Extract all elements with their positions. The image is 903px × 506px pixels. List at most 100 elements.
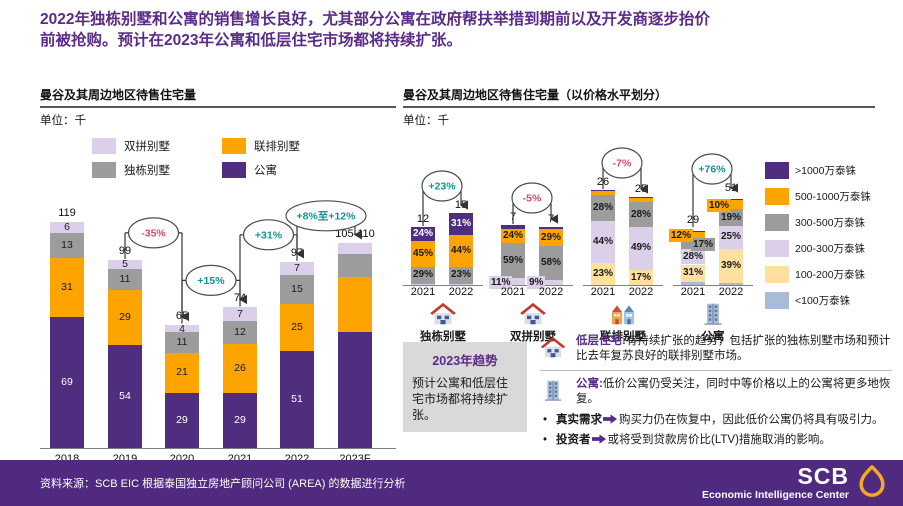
segment-p200_300: [449, 283, 473, 285]
bar-2023F: [338, 242, 372, 448]
segment-p300_500: 58%: [539, 246, 563, 280]
bar-联排别墅-2021: 23% 44% 28%: [591, 190, 615, 285]
x-tick-2022: 2022: [628, 286, 654, 298]
segment-p300_500: 28%: [629, 202, 653, 227]
legend-swatch-p300_500: [765, 214, 789, 231]
segment-value: 13: [61, 239, 73, 252]
segment-value: 21: [176, 366, 188, 379]
group-year-labels: 2021 2022: [493, 286, 573, 300]
bar-2021: 29 26 12 7: [223, 307, 257, 448]
total-双拼别墅-2022: 7: [547, 213, 555, 225]
group-name: 独栋别墅: [420, 331, 466, 343]
legend-swatch-townhouse: [222, 138, 246, 154]
insight-bullets: • 真实需求 购买力仍在恢复中，因此低价公寓仍将具有吸引力。 • 投资者 或将受到贷款房价…: [540, 413, 892, 449]
segment-value: 15: [291, 282, 303, 295]
bar-联排别墅-2022: 17% 49% 28%: [629, 197, 653, 285]
segment-p500_1000: [591, 190, 615, 195]
annotation-bubble: [511, 182, 553, 214]
segment-pct: 28%: [592, 202, 613, 214]
bullet-body: 或将受到贷款房价比(LTV)措施取消的影响。: [607, 433, 831, 446]
bullet-lead: 投资者: [556, 433, 591, 446]
segment-p500_1000: 45%: [411, 240, 435, 268]
house-icon-wrap: [429, 302, 457, 326]
segment-value: 29: [176, 413, 188, 426]
segment-value: 29: [234, 413, 246, 426]
scb-logo-text: SCB Economic Intelligence Center: [702, 465, 849, 501]
legend-label-p500_1000: 500-1000万泰铢: [795, 191, 871, 203]
segment-p300_500: 28%: [591, 194, 615, 222]
segment-pct-chip: 10%: [707, 198, 732, 212]
segment-condo-2023F: [338, 332, 372, 448]
legend-item-p300_500: 300-500万泰铢: [765, 214, 875, 231]
segment-p500_1000: 29%: [539, 229, 563, 247]
house-icon: [540, 336, 566, 358]
segment-p200_300: [411, 283, 435, 285]
segment-townhouse-2023F: [338, 277, 372, 333]
left-chart-title: 曼谷及其周边地区待售住宅量: [40, 86, 396, 108]
segment-value: 25: [291, 320, 303, 333]
insight-heading: 公寓:: [576, 377, 603, 390]
total-独栋别墅-2021: 12: [416, 213, 430, 225]
legend-label-p1000plus: >1000万泰铢: [795, 165, 856, 177]
segment-pct-chip: 9%: [527, 276, 546, 290]
segment-value: 11: [119, 273, 131, 286]
segment-townhouse-2021: 26: [223, 343, 257, 393]
total-label-2023F: 105-110: [335, 227, 375, 240]
insight-text: 低层住宅:有持续扩张的趋势，包括扩张的独栋别墅市场和预计比去年复苏良好的联排别墅…: [576, 334, 892, 364]
segment-pct: 24%: [412, 227, 433, 239]
legend-label-p300_500: 300-500万泰铢: [795, 217, 866, 229]
scb-leaf-icon: [857, 463, 887, 504]
segment-value: 12: [234, 325, 246, 338]
annotation-bubble: [127, 217, 180, 249]
annotation-label: -7%: [613, 158, 632, 170]
group-name: 联排别墅: [600, 331, 646, 343]
annotation-label: +76%: [698, 164, 726, 176]
segment-pct: 17%: [630, 271, 651, 283]
segment-p200_300: 25%: [719, 226, 743, 249]
total-独栋别墅-2022: 15: [454, 199, 468, 211]
bullet-body: 购买力仍在恢复中，因此低价公寓仍将具有吸引力。: [619, 413, 884, 426]
segment-p300_500: 59%: [501, 243, 525, 279]
building-icon-wrap: [540, 377, 568, 407]
right-chart-section: 曼谷及其周边地区待售住宅量（以价格水平划分） 单位：千 29% 45% 24% 12 2…: [403, 86, 875, 344]
right-chart-groups: 29% 45% 24% 12 23% 44% 31% 15 +23% 2021 2022 独栋别墅 5…: [403, 136, 875, 344]
segment-townhouse-2022: 25: [280, 303, 314, 352]
annotation-bubble: [421, 170, 463, 202]
bar-2020: 29 21 11 4: [165, 323, 199, 448]
total-公寓-2021: 29: [686, 214, 700, 226]
insights-panel: 低层住宅:有持续扩张的趋势，包括扩张的独栋别墅市场和预计比去年复苏良好的联排别墅…: [540, 334, 892, 449]
segment-pct: 19%: [720, 211, 741, 223]
insight-heading: 低层住宅:: [576, 335, 626, 347]
segment-pct: 23%: [592, 268, 613, 280]
price-group-plot-联排别墅: 23% 44% 28% 26 17% 49% 28% 25 -7%: [583, 136, 663, 286]
left-chart-legend: 双拼别墅 联排别墅 独栋别墅 公寓: [92, 138, 396, 178]
segment-value: 54: [119, 390, 131, 403]
segment-p_lt100: [719, 283, 743, 285]
x-tick-2022: 2022: [538, 286, 564, 298]
annotation-label: +15%: [197, 275, 225, 287]
legend-label-townhouse: 联排别墅: [254, 141, 300, 153]
trend-box-body: 预计公寓和低层住宅市场都将持续扩张。: [412, 376, 509, 423]
group-x-axis: [673, 285, 753, 286]
annotation-bubble: [242, 219, 295, 251]
segment-detached-2019: 11: [108, 269, 142, 291]
group-year-labels: 2021 2022: [673, 286, 753, 300]
segment-value: 26: [234, 361, 246, 374]
legend-swatch-p500_1000: [765, 188, 789, 205]
total-label-2018: 119: [58, 206, 76, 219]
bullet-text: 真实需求 购买力仍在恢复中，因此低价公寓仍将具有吸引力。: [556, 413, 884, 429]
bar-独栋别墅-2021: 29% 45% 24%: [411, 227, 435, 285]
segment-p1000plus: 24%: [411, 227, 435, 241]
segment-condo-2021: 29: [223, 392, 257, 448]
price-group-公寓: 31% 28% 17% 12% 29 39% 25% 19% 10% 51 +76% 2021 2022…: [669, 136, 753, 344]
segment-p200_300: 28%: [681, 248, 705, 265]
segment-value: 69: [61, 375, 73, 388]
bar-双拼别墅-2021: 59% 24%: [501, 225, 525, 285]
right-chart-title: 曼谷及其周边地区待售住宅量（以价格水平划分）: [403, 86, 875, 108]
bullet-text: 投资者 或将受到贷款房价比(LTV)措施取消的影响。: [556, 433, 831, 449]
segment-value: 51: [291, 393, 303, 406]
annotation-label: -5%: [523, 193, 542, 205]
segment-p500_1000: 24%: [501, 228, 525, 243]
bullet-1: • 投资者 或将受到贷款房价比(LTV)措施取消的影响。: [540, 433, 892, 449]
segment-pct: 59%: [502, 254, 523, 266]
